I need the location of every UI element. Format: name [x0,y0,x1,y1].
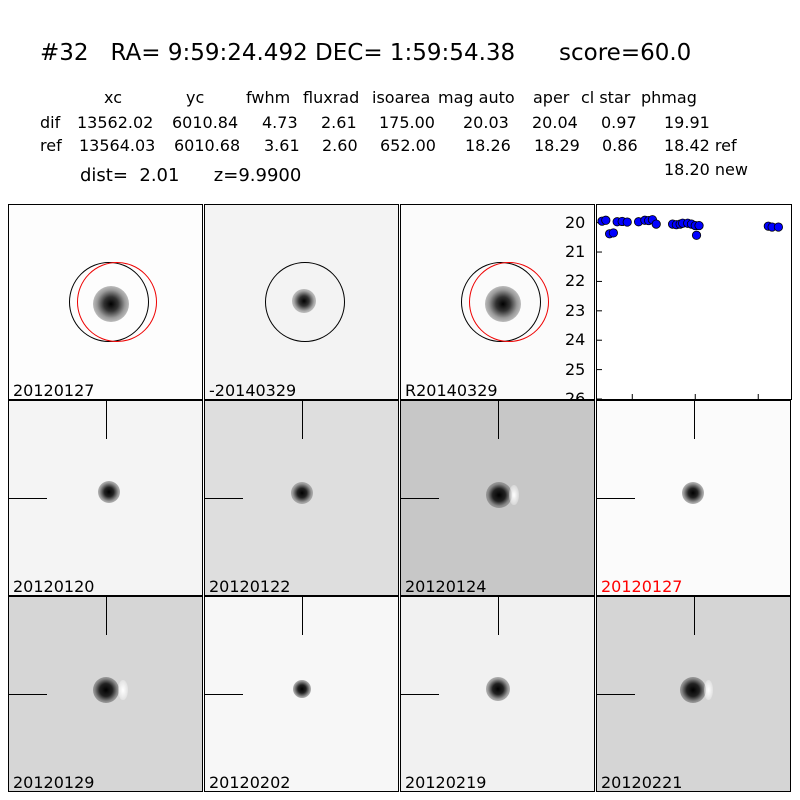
ref-fluxrad: 2.60 [322,136,358,155]
col-header-cl-star: cl star [581,88,631,107]
star-blob [682,482,704,504]
panel-label-current: 20120127 [601,577,683,596]
crosshair-vertical [498,597,499,635]
col-header-aper: aper [533,88,570,107]
phmag-new: 18.20 new [664,160,748,179]
ref-isoarea: 652.00 [380,136,436,155]
lightcurve-plot-frame [596,204,792,400]
col-header-isoarea: isoarea [372,88,431,107]
cutout-panel-epoch: 20120122 [204,400,399,596]
cutout-panel-epoch: 20120120 [8,400,203,596]
crosshair-vertical [106,401,107,439]
aperture-circle-red [77,262,157,342]
crosshair-horizontal [9,694,47,695]
row-label-ref: ref [40,136,62,155]
ref-xc: 13564.03 [79,136,156,155]
panel-label: 20120127 [13,381,95,400]
panel-label: 20120129 [13,773,95,792]
ref-fwhm: 3.61 [264,136,300,155]
col-header-xc: xc [104,88,122,107]
y-tick-label: 24 [565,330,586,350]
aperture-circle-black [265,262,345,342]
star-blob [98,481,120,503]
dif-yc: 6010.84 [172,113,239,132]
cutout-panel-ref: 20120127 [8,204,203,400]
crosshair-horizontal [597,694,635,695]
crosshair-vertical [302,597,303,635]
crosshair-horizontal [9,498,47,499]
star-residual [118,680,128,700]
cutout-panel-r-ref: R20140329 [400,204,595,400]
data-point [691,230,702,240]
ref-cl-star: 0.86 [602,136,638,155]
col-header-fwhm: fwhm [246,88,291,107]
candidate-title: #32 RA= 9:59:24.492 DEC= 1:59:54.38 scor… [40,40,692,66]
crosshair-horizontal [401,498,439,499]
star-blob [291,482,313,504]
data-point [694,220,704,231]
dif-mag-auto: 20.03 [463,113,509,132]
crosshair-vertical [498,401,499,439]
dif-xc: 13562.02 [77,113,154,132]
star-residual [704,680,713,700]
cutout-panel-epoch: 20120202 [204,596,399,792]
crosshair-vertical [694,401,695,439]
panel-label: 20120120 [13,577,95,596]
y-tick-label: 25 [565,359,586,379]
star-blob [293,680,311,698]
star-blob [486,482,512,508]
crosshair-vertical [302,401,303,439]
ref-mag-auto: 18.26 [465,136,511,155]
dif-cl-star: 0.97 [601,113,637,132]
panel-label: 20120122 [209,577,291,596]
star-blob [93,677,119,703]
panel-label: 20120124 [405,577,487,596]
cutout-panel-epoch-current: 20120127 [596,400,791,596]
panel-label: R20140329 [405,381,498,400]
cutout-panel-diff: -20140329 [204,204,399,400]
dif-fluxrad: 2.61 [321,113,357,132]
lightcurve-plot [597,215,784,399]
col-header-mag-auto: mag auto [438,88,515,107]
col-header-phmag: phmag [641,88,697,107]
star-residual [509,485,519,505]
ref-phmag: 18.42 ref [664,136,737,155]
dif-phmag: 19.91 [664,113,710,132]
data-point [608,228,618,238]
dif-fwhm: 4.73 [262,113,298,132]
crosshair-horizontal [597,498,635,499]
panel-label: 20120219 [405,773,487,792]
cutout-panel-epoch: 20120124 [400,400,595,596]
data-point [773,222,784,232]
panel-label: -20140329 [209,381,297,400]
crosshair-vertical [694,597,695,635]
crosshair-horizontal [205,498,243,499]
panel-label: 20120221 [601,773,683,792]
data-point [601,215,611,225]
crosshair-vertical [106,597,107,635]
dist-redshift: dist= 2.01 z=9.9900 [80,165,302,186]
dif-isoarea: 175.00 [379,113,435,132]
y-tick-label: 23 [565,300,586,320]
col-header-yc: yc [186,88,205,107]
crosshair-horizontal [401,694,439,695]
col-header-fluxrad: fluxrad [303,88,360,107]
y-tick-label: 22 [565,271,586,291]
ref-yc: 6010.68 [174,136,241,155]
panel-label: 20120202 [209,773,291,792]
data-point [622,217,632,227]
star-blob [680,677,706,703]
aperture-circle-red [469,262,549,342]
star-blob [486,677,510,701]
y-tick-label: 21 [565,242,586,262]
ref-aper: 18.29 [534,136,580,155]
y-tick-label: 20 [565,212,586,232]
crosshair-horizontal [205,694,243,695]
data-point [651,219,661,229]
dif-aper: 20.04 [532,113,578,132]
cutout-panel-epoch: 20120129 [8,596,203,792]
cutout-panel-epoch: 20120221 [596,596,791,792]
row-label-dif: dif [40,113,61,132]
cutout-panel-epoch: 20120219 [400,596,595,792]
